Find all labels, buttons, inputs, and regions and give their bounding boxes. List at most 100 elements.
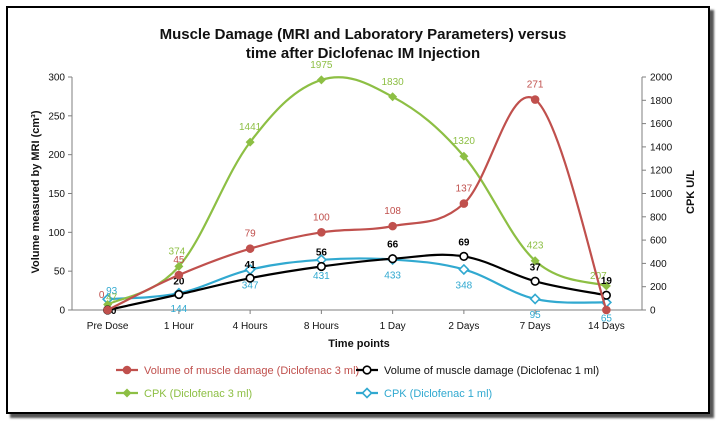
data-point: [388, 221, 397, 231]
data-label: 0: [99, 290, 105, 301]
chart-title-line1: Muscle Damage (MRI and Laboratory Parame…: [160, 26, 567, 43]
y-right-tick-label: 1200: [650, 166, 673, 177]
data-label: 1320: [453, 136, 476, 147]
x-tick-label: 2 Days: [448, 321, 479, 332]
series-line: [107, 257, 607, 304]
y-right-tick-label: 0: [650, 306, 656, 317]
data-label: 1830: [382, 77, 405, 88]
data-label: 95: [530, 310, 542, 321]
chart-frame: [6, 6, 710, 414]
data-label: 1441: [239, 122, 262, 133]
legend-swatch-marker: [122, 388, 132, 398]
legend: Volume of muscle damage (Diclofenac 3 ml…: [116, 365, 599, 400]
data-point: [174, 261, 184, 271]
data-point: [459, 199, 469, 208]
data-label: 66: [387, 240, 399, 251]
data-label: 423: [527, 241, 544, 252]
y-left-tick-label: 50: [54, 267, 66, 278]
data-point: [317, 228, 326, 237]
series-1: 0 45 79 100 108 137 271: [99, 80, 611, 315]
legend-label: CPK (Diclofenac 1 ml): [384, 388, 492, 400]
x-tick-label: 7 Days: [520, 321, 551, 332]
legend-label: Volume of muscle damage (Diclofenac 3 ml…: [144, 365, 359, 377]
y-right-tick-label: 600: [650, 236, 667, 247]
data-point: [245, 273, 255, 283]
data-point: [103, 305, 112, 315]
legend-item-1: Volume of muscle damage (Diclofenac 3 ml…: [116, 365, 359, 377]
series-3: 47 374 1441 1975 1830 1320 423 207: [103, 60, 611, 310]
y-left-tick-label: 0: [59, 306, 65, 317]
data-label: 93: [106, 286, 118, 297]
x-tick-label: Pre Dose: [87, 321, 129, 332]
data-label: 347: [242, 281, 259, 292]
y-right-tick-label: 1600: [650, 119, 673, 130]
data-point: [459, 151, 469, 161]
data-label: 41: [245, 260, 257, 271]
data-point: [174, 270, 184, 280]
data-label: 348: [456, 280, 473, 291]
data-point: [458, 263, 470, 276]
data-point: [602, 305, 611, 315]
legend-swatch-marker: [362, 365, 372, 375]
data-label: 45: [173, 255, 185, 266]
x-tick-label: 8 Hours: [304, 321, 339, 332]
y-right-tick-label: 1000: [650, 189, 673, 200]
data-point: [529, 293, 541, 305]
data-label: 37: [530, 262, 542, 273]
plot-area: 0501001502002503000200400600800100012001…: [48, 60, 672, 332]
series-line: [107, 76, 607, 306]
data-label: 1975: [310, 60, 333, 71]
legend-swatch-marker: [361, 387, 373, 399]
x-tick-label: 4 Hours: [233, 321, 268, 332]
data-label: 0: [111, 306, 117, 317]
data-label: 374: [169, 246, 186, 257]
data-label: 100: [313, 212, 330, 223]
data-point: [530, 256, 540, 266]
legend-item-2: Volume of muscle damage (Diclofenac 1 ml…: [356, 365, 599, 377]
data-label: 271: [527, 80, 544, 91]
data-label: 56: [316, 248, 328, 259]
data-label: 20: [173, 276, 185, 287]
data-label: 207: [590, 271, 607, 282]
data-point: [245, 137, 255, 147]
y-left-tick-label: 150: [48, 189, 65, 200]
series-2: 0 20 41 56 66 69 37 19: [103, 237, 613, 317]
series-line: [107, 253, 607, 312]
data-point: [388, 92, 398, 102]
data-point: [316, 261, 326, 272]
data-label: 431: [313, 271, 330, 282]
data-point: [245, 244, 255, 253]
data-label: 69: [458, 237, 470, 248]
y-left-tick-label: 300: [48, 73, 65, 84]
y-right-tick-label: 400: [650, 259, 667, 270]
y-left-tick-label: 100: [48, 228, 65, 239]
y-axis-right-title: CPK U/L: [685, 170, 697, 214]
data-label: 144: [171, 304, 188, 315]
data-point: [316, 75, 326, 85]
data-label: 137: [456, 184, 473, 195]
data-point: [530, 95, 540, 104]
data-point: [388, 254, 398, 264]
y-left-tick-label: 250: [48, 111, 65, 122]
legend-swatch-marker: [122, 365, 132, 375]
data-point: [174, 289, 184, 300]
y-axis-left-title: Volume measured by MRI (cm³): [30, 110, 42, 273]
legend-item-4: CPK (Diclofenac 1 ml): [356, 387, 492, 400]
data-label: 108: [384, 206, 401, 217]
y-right-tick-label: 2000: [650, 73, 673, 84]
y-right-tick-label: 1800: [650, 96, 673, 107]
x-tick-label: 14 Days: [588, 321, 625, 332]
data-label: 47: [106, 293, 118, 304]
legend-label: CPK (Diclofenac 3 ml): [144, 388, 252, 400]
y-right-tick-label: 1400: [650, 142, 673, 153]
data-point: [459, 251, 469, 262]
x-tick-label: 1 Hour: [164, 321, 195, 332]
y-right-tick-label: 800: [650, 212, 667, 223]
legend-item-3: CPK (Diclofenac 3 ml): [116, 388, 252, 400]
y-left-tick-label: 200: [48, 150, 65, 161]
y-right-tick-label: 200: [650, 282, 667, 293]
data-point: [601, 281, 611, 291]
x-axis-title: Time points: [328, 338, 390, 350]
data-label: 19: [601, 276, 613, 287]
